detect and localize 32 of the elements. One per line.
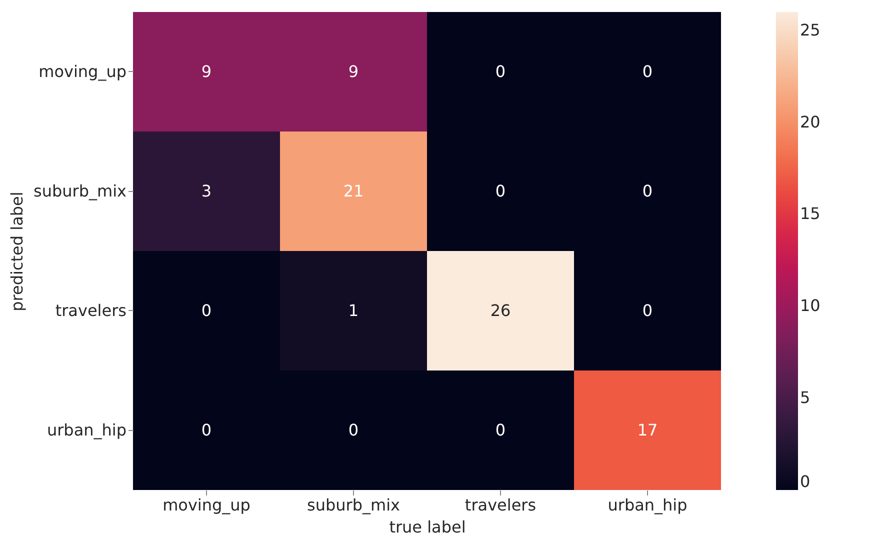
data-label: 0	[348, 420, 359, 440]
color-bar-label: 5	[800, 388, 810, 408]
data-label: 9	[348, 62, 359, 81]
data-label: 0	[201, 300, 212, 320]
data-label: 0	[495, 181, 506, 200]
data-label: 0	[495, 62, 506, 81]
data-label: 0	[642, 62, 653, 81]
data-label: 0	[642, 181, 653, 200]
data-label: 0	[201, 420, 212, 440]
data-label: 1	[348, 300, 359, 320]
x-tick-label: moving_up	[162, 496, 250, 514]
color-bar-label: 10	[800, 296, 820, 316]
x-tick-label: travelers	[464, 496, 536, 514]
data-label: 21	[343, 181, 364, 200]
color-bar-label: 15	[800, 204, 820, 224]
x-axis-title: true label	[389, 518, 466, 536]
x-tick-label: urban_hip	[608, 496, 688, 514]
data-label: 3	[201, 181, 212, 200]
y-axis-title: predicted label	[7, 192, 26, 312]
color-bar-label: 0	[800, 472, 810, 491]
y-tick-label: suburb_mix	[33, 181, 126, 200]
color-bar-label: 25	[800, 20, 820, 40]
data-label: 9	[201, 62, 212, 81]
data-label: 0	[495, 420, 506, 440]
y-tick-label: moving_up	[38, 62, 126, 81]
x-tick-label: suburb_mix	[306, 496, 400, 514]
y-tick-label: urban_hip	[46, 420, 126, 440]
data-label: 17	[637, 420, 658, 440]
data-label: 0	[642, 300, 653, 320]
data-label: 26	[490, 300, 511, 320]
y-tick-label: travelers	[55, 300, 126, 320]
color-bar-label: 20	[800, 112, 820, 132]
